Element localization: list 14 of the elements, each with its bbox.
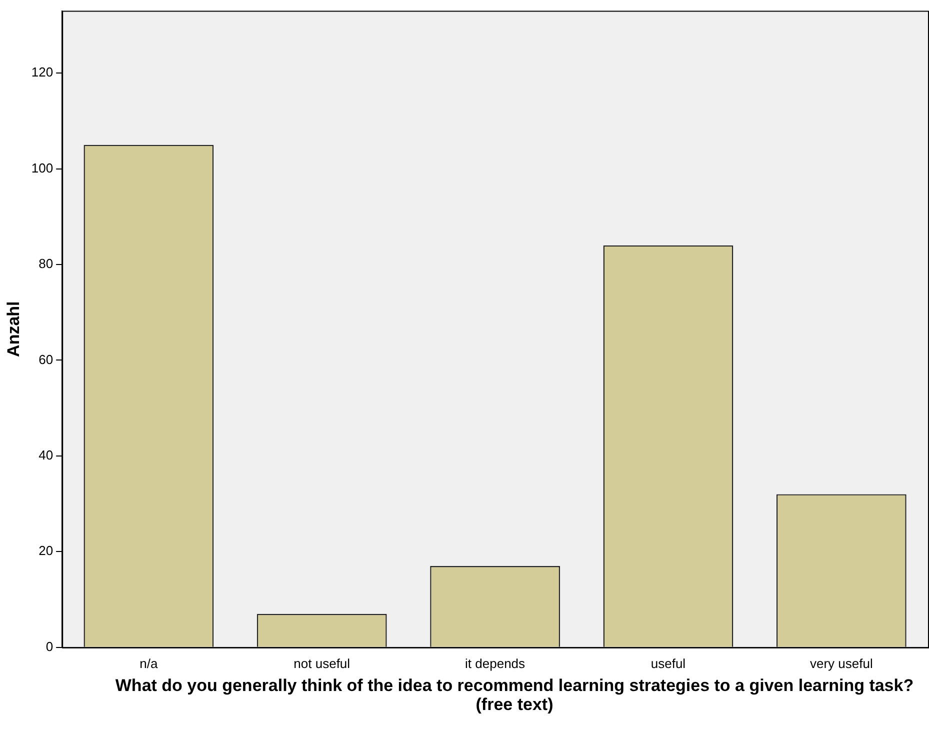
y-tick-label: 100 [31,160,54,176]
x-axis-title: What do you generally think of the idea to recommend learning strategies to a given learning task? (free text) [114,676,915,714]
y-tick-label: 120 [31,64,54,80]
x-tick-label: n/a [140,656,158,671]
x-tick-label: very useful [810,656,873,671]
y-tick-label: 40 [38,448,54,463]
x-tick-label: useful [650,656,686,671]
y-tick-label: 20 [38,543,54,558]
y-tick-label: 80 [38,256,54,272]
x-tick-label: not useful [294,656,350,671]
y-tick-label: 0 [46,638,54,654]
y-tick-label: 60 [38,352,54,367]
x-tick-label: it depends [465,656,526,671]
y-axis-title: Anzahl [4,301,23,357]
